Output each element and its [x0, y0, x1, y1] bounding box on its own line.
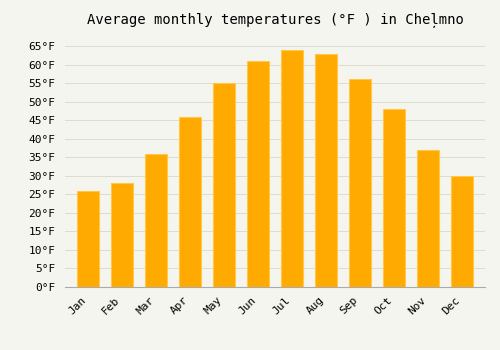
Bar — [281, 50, 303, 287]
Title: Average monthly temperatures (°F ) in Cheļmno: Average monthly temperatures (°F ) in Ch… — [86, 13, 464, 28]
Bar — [213, 83, 235, 287]
Bar — [111, 183, 133, 287]
Bar — [247, 61, 269, 287]
Bar — [417, 150, 439, 287]
Bar — [349, 79, 371, 287]
Bar — [315, 54, 337, 287]
Bar — [145, 154, 167, 287]
Bar — [179, 117, 201, 287]
Bar — [77, 191, 99, 287]
Bar — [451, 176, 473, 287]
Bar — [383, 109, 405, 287]
